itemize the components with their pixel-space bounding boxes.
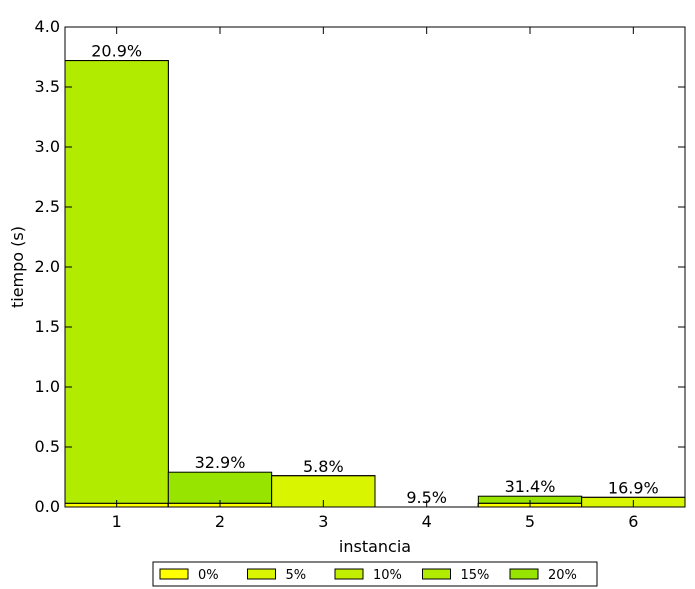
x-axis: 1 2 3 4 5 6 bbox=[112, 27, 638, 531]
legend-label: 0% bbox=[198, 568, 219, 583]
y-tick-label: 0.5 bbox=[35, 437, 60, 456]
y-tick-label: 0.0 bbox=[35, 497, 60, 516]
y-tick-label: 1.0 bbox=[35, 377, 60, 396]
x-axis-label: instancia bbox=[339, 537, 411, 556]
x-tick-label: 1 bbox=[112, 512, 122, 531]
y-tick-label: 1.5 bbox=[35, 317, 60, 336]
data-label: 5.8% bbox=[303, 457, 344, 476]
legend-swatch bbox=[334, 568, 364, 580]
y-axis: 0.0 0.5 1.0 1.5 2.0 2.5 3.0 3.5 4.0 bbox=[35, 17, 685, 516]
x-tick-label: 4 bbox=[422, 512, 432, 531]
legend: 0% 5% 10% 15% 20% bbox=[152, 561, 598, 587]
y-tick-label: 4.0 bbox=[35, 17, 60, 36]
legend-label: 15% bbox=[461, 568, 490, 583]
data-label: 16.9% bbox=[608, 478, 659, 497]
data-label: 20.9% bbox=[91, 42, 142, 61]
data-labels: 20.9% 32.9% 5.8% 9.5% 31.4% 16.9% bbox=[91, 42, 658, 507]
y-tick-label: 3.5 bbox=[35, 77, 60, 96]
legend-swatch bbox=[509, 568, 539, 580]
bars-layer bbox=[64, 60, 686, 508]
legend-label: 10% bbox=[373, 568, 402, 583]
bar-1-series-3 bbox=[64, 60, 169, 508]
legend-swatch bbox=[159, 568, 189, 580]
x-tick-label: 6 bbox=[628, 512, 638, 531]
data-label: 9.5% bbox=[406, 488, 447, 507]
y-tick-label: 2.0 bbox=[35, 257, 60, 276]
y-tick-label: 2.5 bbox=[35, 197, 60, 216]
legend-label: 5% bbox=[286, 568, 307, 583]
x-tick-label: 2 bbox=[215, 512, 225, 531]
x-tick-label: 5 bbox=[525, 512, 535, 531]
legend-swatch bbox=[422, 568, 451, 580]
y-tick-label: 3.0 bbox=[35, 137, 60, 156]
y-axis-label: tiempo (s) bbox=[8, 226, 27, 308]
x-tick-label: 3 bbox=[318, 512, 328, 531]
data-label: 31.4% bbox=[505, 477, 556, 496]
data-label: 32.9% bbox=[195, 453, 246, 472]
legend-swatch bbox=[247, 568, 276, 580]
legend-label: 20% bbox=[548, 568, 577, 583]
